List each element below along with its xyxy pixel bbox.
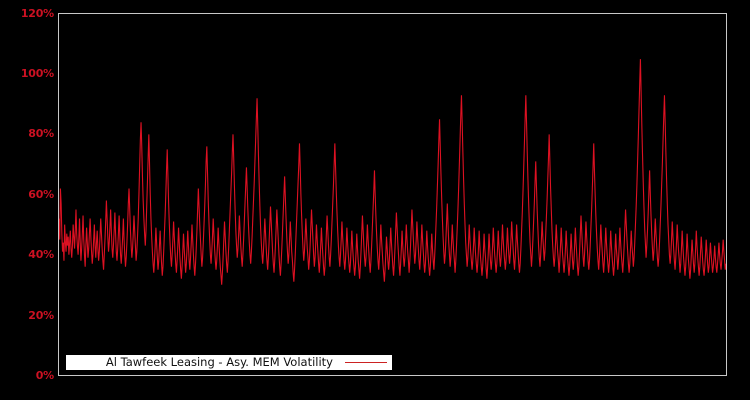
y-axis: 120% 100% 80% 60% 40% 20% 0% [0, 0, 54, 400]
legend: Al Tawfeek Leasing - Asy. MEM Volatility [66, 355, 392, 370]
y-tick-label: 40% [28, 248, 54, 262]
y-tick-label: 60% [28, 187, 54, 201]
legend-label: Al Tawfeek Leasing - Asy. MEM Volatility [105, 355, 333, 369]
series-line-al-tawfeek-leasing [59, 59, 726, 285]
y-tick-label: 0% [35, 368, 54, 382]
y-tick-label: 100% [20, 66, 54, 80]
plot-area [58, 13, 727, 376]
y-tick-label: 80% [28, 127, 54, 141]
y-tick-label: 120% [20, 6, 54, 20]
legend-line-swatch-icon [343, 355, 389, 370]
y-tick-label: 20% [28, 308, 54, 322]
